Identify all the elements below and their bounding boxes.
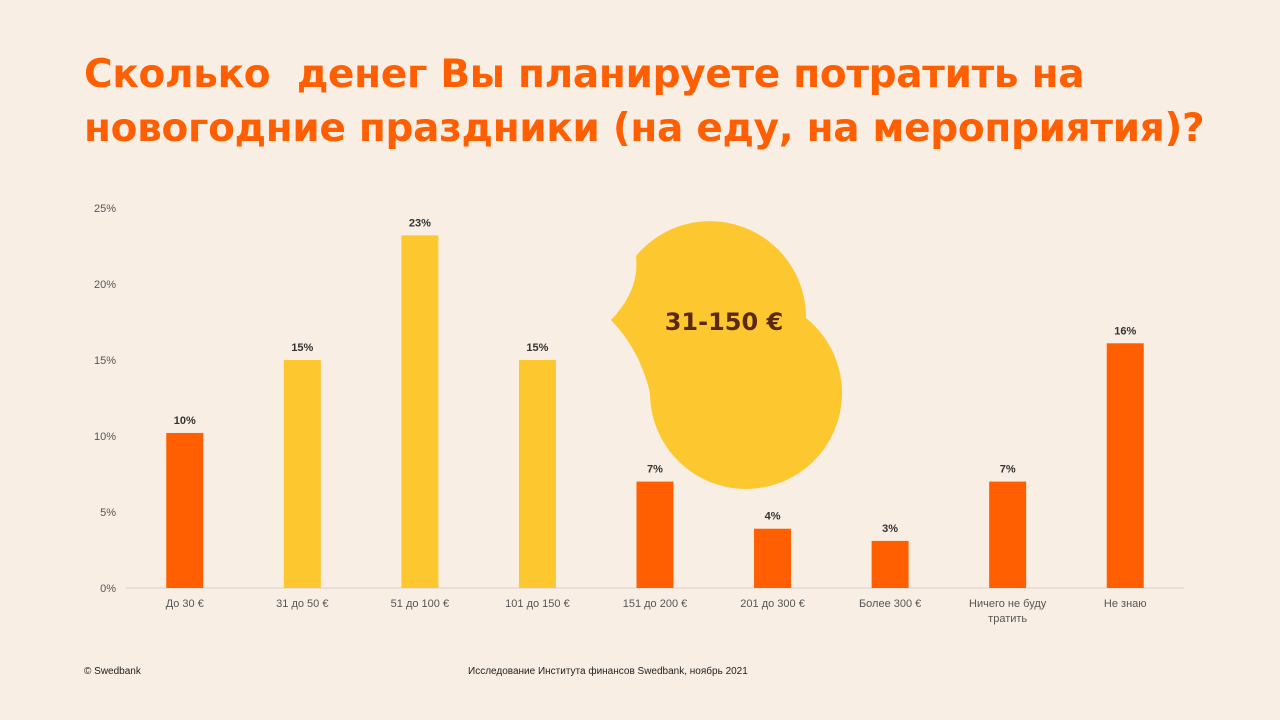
data-label: 3% bbox=[882, 523, 898, 535]
x-tick-label: Не знаю bbox=[1104, 598, 1147, 610]
y-tick-label: 5% bbox=[100, 507, 116, 519]
bars: 10% 15% 23% 15% 7% 4% 3% 7% 16% bbox=[166, 217, 1144, 589]
y-tick-label: 20% bbox=[94, 279, 116, 291]
data-label: 15% bbox=[291, 342, 313, 354]
source-note: Исследование Института финансов Swedbank… bbox=[468, 666, 748, 677]
x-tick-label: До 30 € bbox=[166, 598, 204, 610]
y-tick-label: 0% bbox=[100, 583, 116, 595]
callout-bubble: 31-150 € bbox=[611, 221, 843, 489]
x-tick-label: Ничего не буду тратить bbox=[969, 598, 1047, 625]
bar bbox=[636, 481, 674, 588]
bar bbox=[1106, 343, 1144, 588]
x-tick-label: 201 до 300 € bbox=[740, 598, 805, 610]
data-label: 10% bbox=[174, 415, 196, 427]
data-label: 23% bbox=[409, 217, 431, 229]
y-tick-label: 25% bbox=[94, 203, 116, 215]
data-label: 16% bbox=[1114, 325, 1136, 337]
x-tick-label: Более 300 € bbox=[859, 598, 921, 610]
data-label: 15% bbox=[526, 342, 548, 354]
bar bbox=[871, 540, 909, 588]
x-tick-label: 31 до 50 € bbox=[276, 598, 328, 610]
x-tick-label: 51 до 100 € bbox=[391, 598, 449, 610]
y-axis: 0% 5% 10% 15% 20% 25% bbox=[94, 203, 116, 595]
callout-speech-bubble-shape bbox=[611, 221, 843, 489]
bar bbox=[989, 481, 1027, 588]
callout-label: 31-150 € bbox=[665, 308, 784, 336]
data-label: 7% bbox=[647, 464, 663, 476]
copyright: © Swedbank bbox=[84, 666, 141, 677]
x-tick-label: 101 до 150 € bbox=[505, 598, 570, 610]
bar bbox=[401, 235, 439, 589]
bar bbox=[518, 360, 556, 588]
x-axis-labels: До 30 € 31 до 50 € 51 до 100 € 101 до 150 €… bbox=[166, 598, 1147, 625]
bar bbox=[166, 432, 204, 588]
x-tick-label: 151 до 200 € bbox=[623, 598, 688, 610]
y-tick-label: 10% bbox=[94, 431, 116, 443]
bar bbox=[754, 528, 792, 588]
data-label: 7% bbox=[1000, 464, 1016, 476]
page-title: Сколько денег Вы планируете потратить на… bbox=[84, 52, 1205, 151]
bar bbox=[283, 360, 321, 588]
data-label: 4% bbox=[765, 511, 781, 523]
y-tick-label: 15% bbox=[94, 355, 116, 367]
